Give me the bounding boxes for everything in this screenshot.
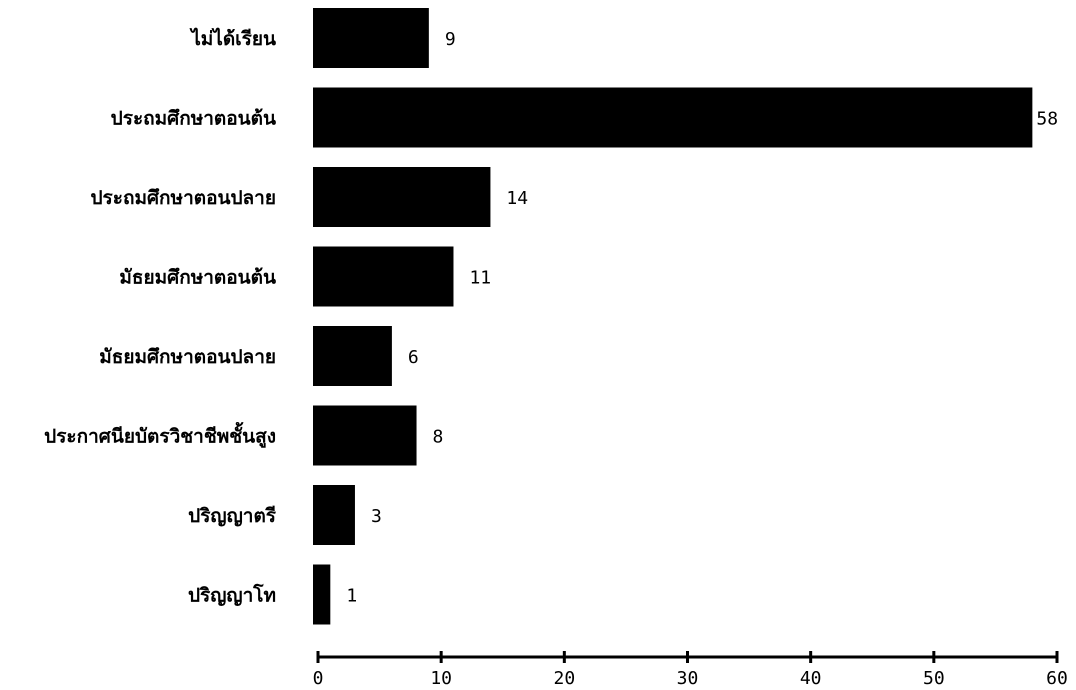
value-label: 6 [408, 347, 419, 368]
bar [313, 485, 355, 545]
category-label: ไม่ได้เรียน [189, 27, 276, 50]
x-tick-label: 50 [923, 668, 945, 689]
value-label: 11 [469, 268, 491, 289]
category-label: ประถมศึกษาตอนปลาย [90, 187, 276, 209]
value-label: 8 [433, 427, 444, 448]
category-label: มัธยมศึกษาตอนปลาย [99, 346, 276, 368]
category-labels: ไม่ได้เรียนประถมศึกษาตอนต้นประถมศึกษาตอน… [44, 27, 277, 607]
category-label: ประถมศึกษาตอนต้น [111, 108, 276, 130]
value-label: 3 [371, 506, 382, 527]
bar [313, 564, 331, 625]
bar [313, 405, 417, 466]
bar [313, 326, 392, 386]
x-tick-label: 40 [800, 668, 822, 689]
value-label: 1 [346, 586, 357, 607]
value-label: 58 [1036, 109, 1058, 130]
bar [313, 167, 491, 227]
value-label: 9 [445, 29, 456, 50]
x-tick-label: 30 [677, 668, 699, 689]
bars-group [313, 8, 1033, 625]
x-tick-label: 60 [1046, 668, 1068, 689]
category-label: ปริญญาตรี [188, 505, 277, 527]
x-tick-label: 0 [313, 668, 324, 689]
bar [313, 8, 429, 68]
category-label: ปริญญาโท [188, 584, 276, 607]
category-label: ประกาศนียบัตรวิชาชีพชั้นสูง [44, 422, 276, 449]
value-label: 14 [506, 188, 528, 209]
value-labels: 9 58 14 11 6 8 3 1 [346, 29, 1058, 607]
x-tick-label: 20 [553, 668, 575, 689]
bar [313, 87, 1033, 148]
category-label: มัธยมศึกษาตอนต้น [119, 267, 276, 289]
bar [313, 246, 454, 307]
x-tick-label: 10 [430, 668, 452, 689]
x-axis: 0 10 20 30 40 50 60 [313, 651, 1068, 689]
